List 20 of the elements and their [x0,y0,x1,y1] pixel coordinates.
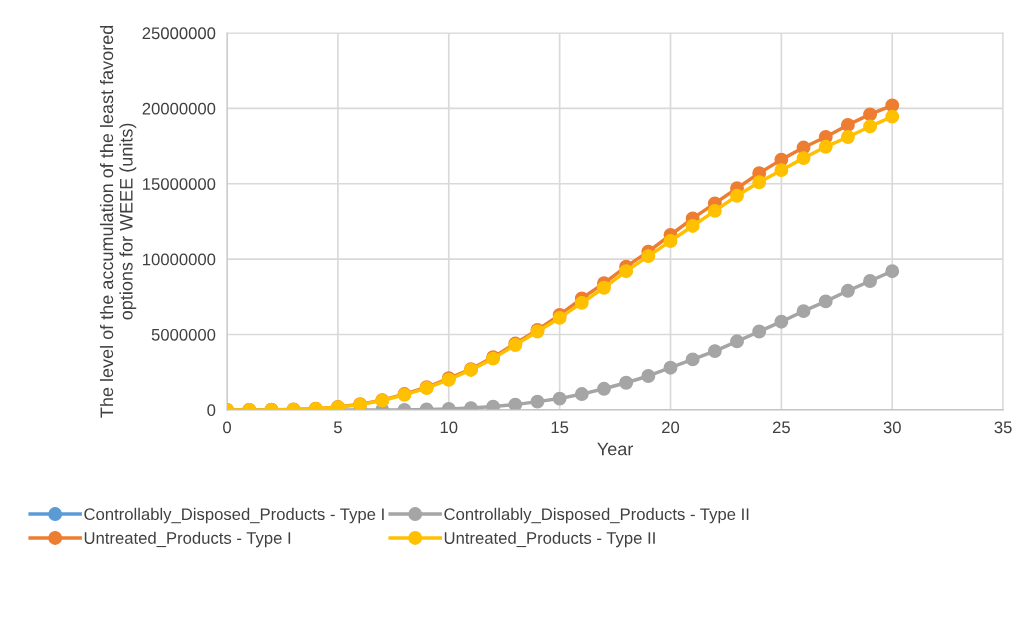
y-tick-label: 0 [207,404,216,417]
x-axis-title: Year [597,442,634,456]
x-tick-label: 35 [994,421,1012,434]
x-tick-label: 10 [440,421,458,434]
y-axis-title: The level of the accumulation of the least favored options for WEEE (units) [99,25,137,418]
x-tick-label: 0 [223,421,232,434]
y-tick-label: 10000000 [143,253,216,266]
x-tick-label: 20 [662,421,680,434]
legend-label: Untreated_Products - Type II [444,531,655,548]
y-tick-label: 20000000 [142,102,216,115]
legend-label: Controllably_Disposed_Products - Type II [444,507,749,524]
x-tick-label: 30 [883,421,901,434]
y-tick-label: 25000000 [142,27,216,40]
y-tick-label: 5000000 [151,328,216,341]
x-tick-label: 5 [333,421,342,434]
x-tick-label: 15 [551,421,569,434]
x-tick-label: 25 [772,421,790,434]
legend-label: Untreated_Products - Type I [84,531,291,548]
legend-label: Controllably_Disposed_Products - Type I [84,507,384,524]
y-tick-label: 15000000 [143,178,216,190]
